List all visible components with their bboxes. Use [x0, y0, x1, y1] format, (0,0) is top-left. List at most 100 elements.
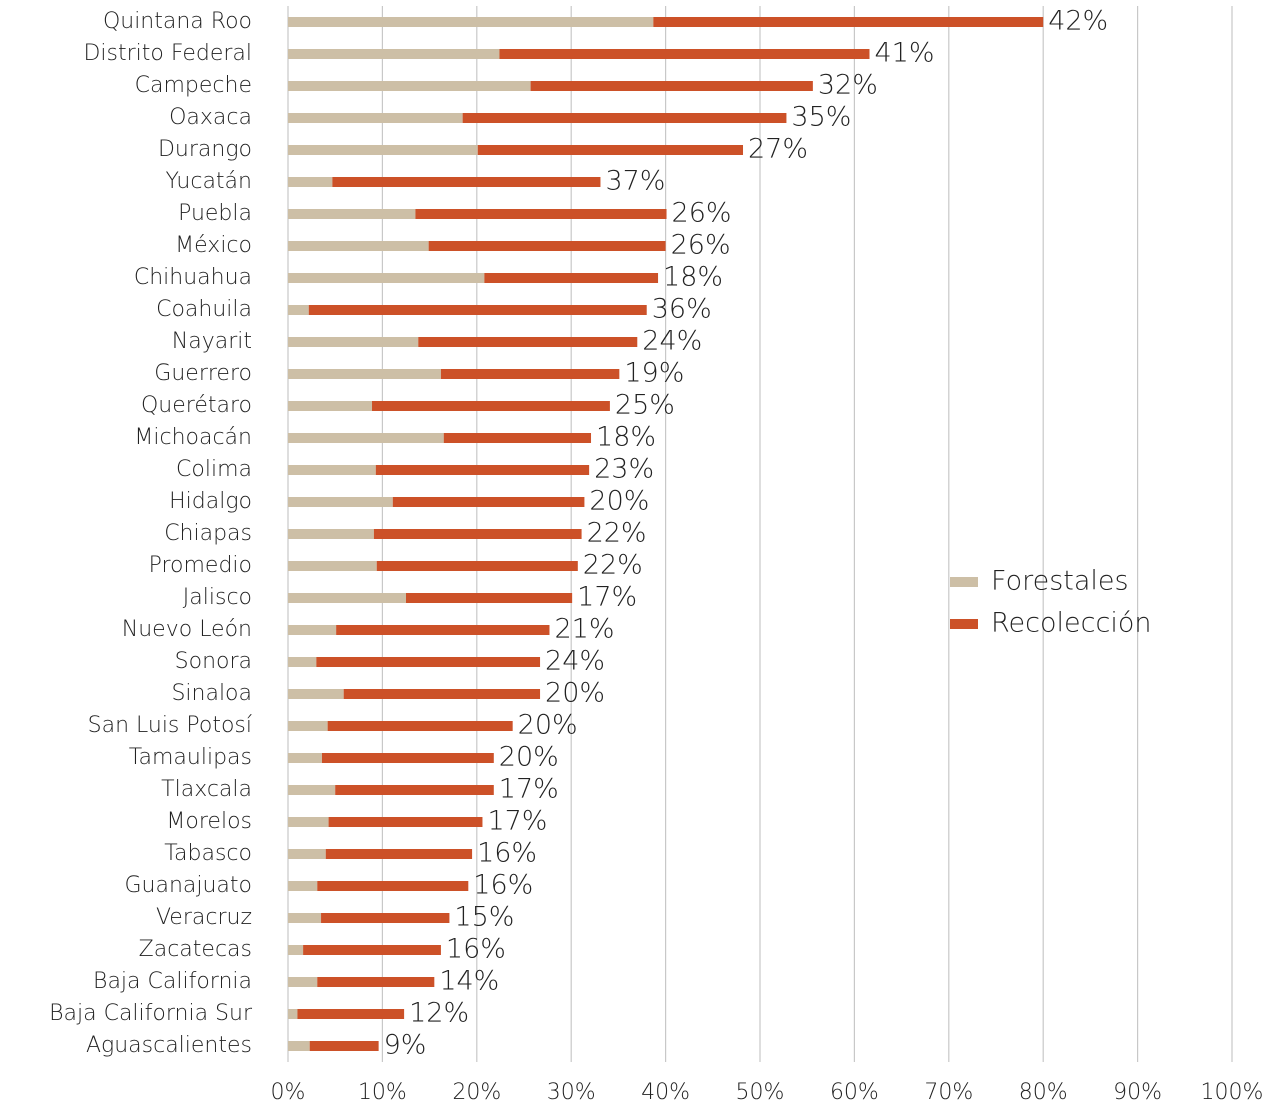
- bar-segment: [373, 529, 582, 539]
- bar-segment: [288, 337, 419, 347]
- bar-segment: [376, 561, 578, 571]
- legend-swatch: [950, 619, 978, 629]
- bar-segment: [336, 625, 550, 635]
- bar-segment: [303, 945, 441, 955]
- bar-segment: [288, 1009, 298, 1019]
- bar-segment: [288, 305, 309, 315]
- data-label: 20%: [589, 486, 649, 517]
- data-label: 21%: [554, 614, 614, 645]
- data-label: 22%: [587, 518, 647, 549]
- y-tick-label: Chiapas: [164, 521, 252, 546]
- x-tick-label: 40%: [641, 1080, 690, 1105]
- data-label: 9%: [384, 1030, 427, 1061]
- x-tick-label: 0%: [271, 1080, 306, 1105]
- y-tick-label: Yucatán: [166, 169, 253, 194]
- bar-segment: [321, 753, 494, 763]
- bar-segment: [499, 49, 870, 59]
- data-label: 18%: [663, 262, 723, 293]
- data-label: 20%: [518, 710, 578, 741]
- bar-segment: [288, 465, 376, 475]
- y-tick-label: Guanajuato: [124, 873, 252, 898]
- bar-segment: [288, 49, 500, 59]
- y-tick-label: San Luis Potosí: [88, 713, 252, 738]
- data-label: 25%: [615, 390, 675, 421]
- bar-segment: [325, 849, 473, 859]
- data-label: 17%: [499, 774, 559, 805]
- bar-segment: [288, 177, 333, 187]
- data-label: 16%: [477, 838, 537, 869]
- data-label: 27%: [748, 134, 808, 165]
- bar-segment: [288, 593, 406, 603]
- x-tick-label: 10%: [358, 1080, 407, 1105]
- y-tick-label: Promedio: [149, 553, 252, 578]
- bar-segment: [317, 977, 435, 987]
- bar-segment: [288, 977, 318, 987]
- data-label: 20%: [499, 742, 559, 773]
- y-tick-label: Sonora: [175, 649, 252, 674]
- bar-segment: [372, 401, 610, 411]
- bar-segment: [440, 369, 620, 379]
- bar-segment: [288, 81, 531, 91]
- data-label: 37%: [605, 166, 665, 197]
- data-label: 16%: [473, 870, 533, 901]
- data-label: 14%: [439, 966, 499, 997]
- data-label: 36%: [652, 294, 712, 325]
- bar-segment: [288, 209, 416, 219]
- y-tick-label: Veracruz: [156, 905, 252, 930]
- bar-segment: [288, 849, 326, 859]
- bar-segment: [375, 465, 590, 475]
- y-tick-label: Baja California: [93, 969, 252, 994]
- data-label: 17%: [577, 582, 637, 613]
- data-label: 32%: [818, 70, 878, 101]
- bar-segment: [288, 881, 318, 891]
- bar-segment: [316, 657, 541, 667]
- y-tick-label: Durango: [158, 137, 252, 162]
- y-tick-label: Campeche: [135, 73, 252, 98]
- bar-segment: [288, 561, 377, 571]
- bar-segment: [343, 689, 541, 699]
- bar-segment: [288, 401, 373, 411]
- data-label: 12%: [409, 998, 469, 1029]
- bar-segment: [418, 337, 638, 347]
- data-label: 24%: [545, 646, 605, 677]
- y-tick-label: Nayarit: [172, 329, 252, 354]
- x-tick-label: 60%: [830, 1080, 879, 1105]
- y-tick-label: Jalisco: [183, 585, 252, 610]
- y-tick-label: Colima: [176, 457, 252, 482]
- legend-label: Recolección: [991, 608, 1151, 639]
- bar-segment: [288, 17, 654, 27]
- data-label: 16%: [446, 934, 506, 965]
- bar-segment: [288, 1041, 310, 1051]
- bar-segment: [288, 913, 322, 923]
- legend-label: Forestales: [991, 566, 1129, 597]
- y-tick-label: Baja California Sur: [49, 1001, 253, 1026]
- bar-segment: [406, 593, 573, 603]
- y-tick-label: Hidalgo: [169, 489, 252, 514]
- bar-segment: [462, 113, 787, 123]
- x-tick-label: 100%: [1201, 1080, 1264, 1105]
- bar-segment: [288, 369, 441, 379]
- data-label: 18%: [596, 422, 656, 453]
- bar-segment: [653, 17, 1044, 27]
- bar-segment: [288, 945, 304, 955]
- bar-segment: [288, 753, 322, 763]
- bar-segment: [309, 1041, 379, 1051]
- bar-segment: [428, 241, 666, 251]
- bar-segment: [308, 305, 647, 315]
- y-tick-label: Puebla: [178, 201, 252, 226]
- x-tick-label: 30%: [547, 1080, 596, 1105]
- bar-segment: [288, 145, 478, 155]
- bar-segment: [288, 625, 337, 635]
- bar-segment: [392, 497, 585, 507]
- bar-segment: [415, 209, 667, 219]
- data-label: 17%: [487, 806, 547, 837]
- data-label: 42%: [1048, 6, 1108, 37]
- y-tick-label: Tlaxcala: [161, 777, 252, 802]
- x-tick-label: 80%: [1019, 1080, 1068, 1105]
- y-tick-label: Tabasco: [164, 841, 252, 866]
- data-label: 26%: [672, 198, 732, 229]
- y-tick-label: Michoacán: [134, 425, 252, 450]
- x-tick-label: 90%: [1113, 1080, 1162, 1105]
- data-label: 15%: [454, 902, 514, 933]
- bar-segment: [335, 785, 494, 795]
